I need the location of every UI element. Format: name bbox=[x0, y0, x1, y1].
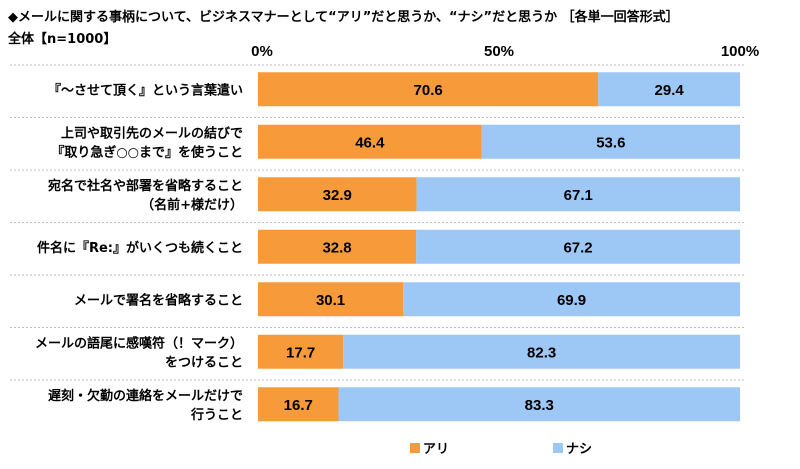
category-label: 遅刻・欠勤の連絡をメールだけで bbox=[48, 388, 243, 404]
bar-row: 上司や取引先のメールの結びで『取り急ぎ○○まで』を使うこと 46.4 53.6 bbox=[10, 117, 745, 160]
category-label: 宛名で社名や部署を省略すること bbox=[47, 178, 243, 194]
bar-segment bbox=[403, 282, 740, 317]
category-label: メールで署名を省略すること bbox=[74, 292, 243, 308]
bar-segment bbox=[416, 177, 740, 212]
data-label: 83.3 bbox=[525, 397, 554, 414]
legend-item: ナシ bbox=[553, 442, 592, 457]
legend-swatch bbox=[553, 443, 563, 453]
data-label: 16.7 bbox=[284, 397, 313, 414]
category-label: メールの語尾に感嘆符（！マーク） bbox=[35, 335, 243, 351]
data-label: 82.3 bbox=[527, 344, 556, 361]
category-label: をつけること bbox=[165, 355, 243, 370]
data-label: 53.6 bbox=[596, 134, 625, 151]
legend-label: ナシ bbox=[566, 442, 592, 457]
data-label: 69.9 bbox=[557, 292, 586, 309]
data-label: 17.7 bbox=[286, 344, 315, 361]
category-label: 行うこと bbox=[190, 407, 243, 423]
data-label: 30.1 bbox=[316, 292, 345, 309]
x-tick-label: 50% bbox=[484, 43, 514, 60]
bar-segment bbox=[258, 177, 417, 212]
bar-row: メールの語尾に感嘆符（！マーク） をつけること 17.7 82.3 bbox=[10, 327, 745, 370]
bar-segment bbox=[258, 334, 344, 369]
data-label: 29.4 bbox=[655, 82, 685, 99]
bar-segment bbox=[338, 387, 740, 422]
data-label: 67.2 bbox=[563, 239, 592, 256]
data-label: 32.9 bbox=[323, 187, 352, 204]
bar-segment bbox=[481, 124, 740, 159]
bar-segment bbox=[258, 124, 482, 159]
x-tick-label: 0% bbox=[251, 43, 273, 60]
chart-subtitle: 全体【n=1000】 bbox=[8, 32, 117, 47]
bar-segment bbox=[416, 229, 740, 264]
data-label: 70.6 bbox=[414, 82, 443, 99]
bar-row: 『～させて頂く』という言葉遣い 70.6 29.4 bbox=[10, 64, 745, 107]
data-label: 46.4 bbox=[355, 134, 385, 151]
category-label: （名前+様だけ） bbox=[141, 197, 243, 213]
legend-swatch bbox=[410, 443, 420, 453]
category-label: 件名に『Re:』がいくつも続くこと bbox=[37, 240, 243, 256]
legend-label: アリ bbox=[423, 442, 449, 457]
bar-segment bbox=[258, 282, 404, 317]
bar-segment bbox=[343, 334, 740, 369]
chart-title: ◆メールに関する事柄について、ビジネスマナーとして“アリ”だと思うか、“ナシ”だ… bbox=[8, 10, 679, 25]
category-label: 上司や取引先のメールの結びで bbox=[61, 125, 243, 141]
data-label: 32.8 bbox=[322, 239, 351, 256]
data-label: 67.1 bbox=[564, 187, 593, 204]
x-tick-label: 100% bbox=[721, 43, 759, 60]
bar-row: 宛名で社名や部署を省略すること （名前+様だけ） 32.9 67.1 bbox=[10, 169, 745, 213]
bar-row: メールで署名を省略すること 30.1 69.9 bbox=[10, 274, 745, 317]
bar-segment bbox=[258, 387, 339, 422]
category-label: 『～させて頂く』という言葉遣い bbox=[48, 82, 243, 98]
category-label: 『取り急ぎ○○まで』を使うこと bbox=[51, 144, 243, 160]
bar-segment bbox=[258, 229, 417, 264]
bar-row: 件名に『Re:』がいくつも続くこと 32.8 67.2 bbox=[10, 222, 745, 264]
legend-item: アリ bbox=[410, 442, 449, 457]
bar-segment bbox=[258, 72, 599, 107]
bar-segment bbox=[598, 72, 740, 107]
